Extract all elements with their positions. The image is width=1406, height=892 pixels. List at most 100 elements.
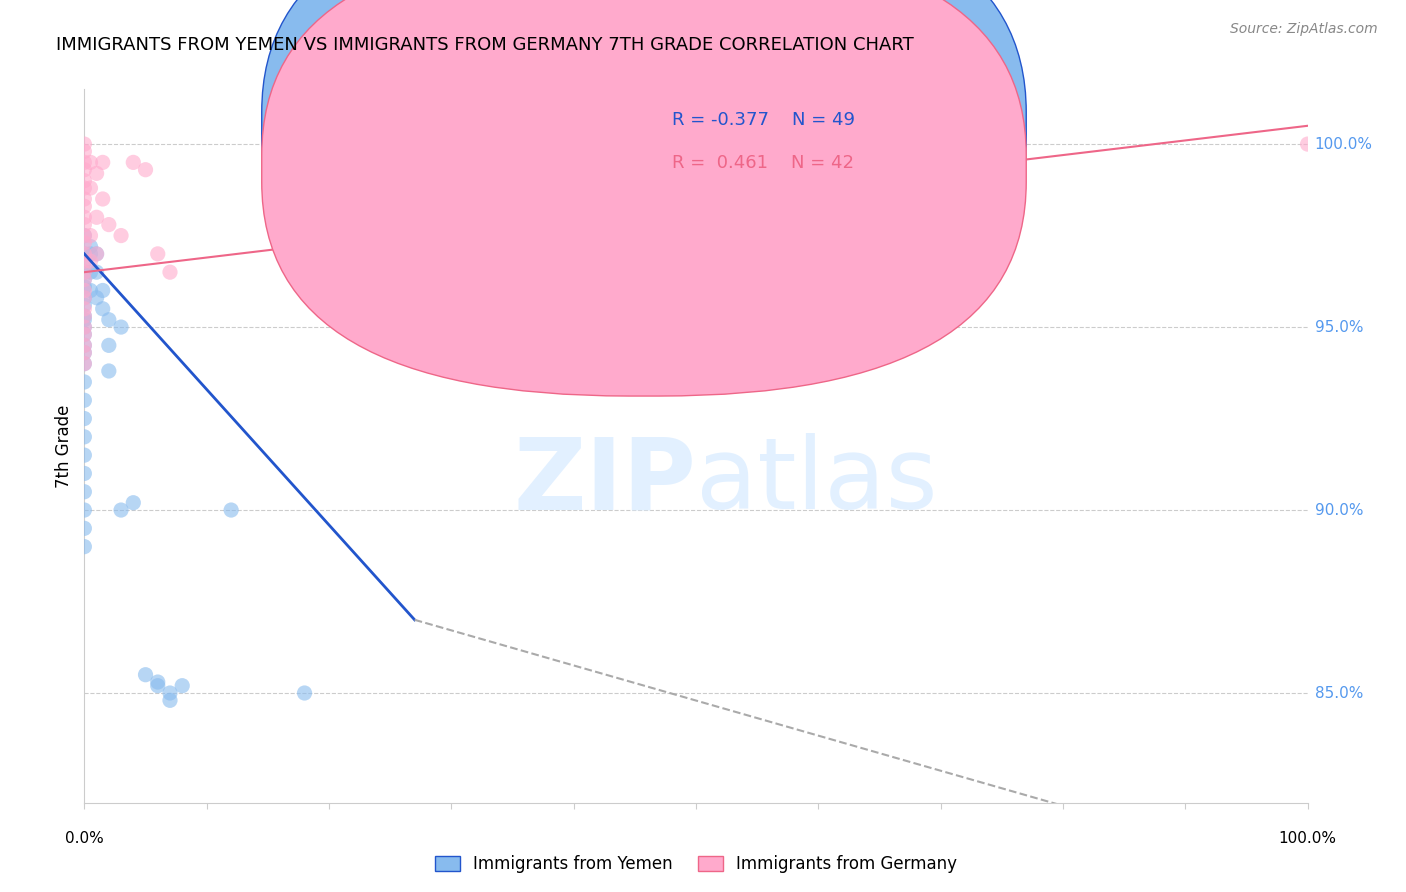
Point [294,686,316,700]
Point [73,265,96,279]
Point [86,247,108,261]
Point [146,679,169,693]
Point [91,155,114,169]
Point [79,265,101,279]
Point [110,320,132,334]
Text: R =  0.461    N = 42: R = 0.461 N = 42 [672,153,853,171]
Point [73,467,96,481]
Point [110,503,132,517]
Point [91,192,114,206]
Point [91,284,114,298]
Point [73,272,96,286]
Point [172,679,194,693]
Text: IMMIGRANTS FROM YEMEN VS IMMIGRANTS FROM GERMANY 7TH GRADE CORRELATION CHART: IMMIGRANTS FROM YEMEN VS IMMIGRANTS FROM… [56,36,914,54]
Point [73,145,96,159]
Point [73,540,96,554]
Point [110,228,132,243]
Point [79,155,101,169]
Point [73,521,96,535]
FancyBboxPatch shape [262,0,1026,353]
Text: 100.0%: 100.0% [1278,831,1337,847]
Point [97,218,120,232]
Text: 85.0%: 85.0% [1315,686,1362,700]
Text: 100.0%: 100.0% [1315,136,1372,152]
Point [79,228,101,243]
Point [73,247,96,261]
Point [91,301,114,316]
Point [73,137,96,152]
Text: ZIP: ZIP [513,434,696,530]
Point [73,162,96,177]
Point [73,254,96,268]
Point [73,338,96,352]
Point [79,284,101,298]
Point [73,280,96,294]
Point [73,247,96,261]
Point [73,181,96,195]
Point [73,448,96,462]
Point [73,411,96,425]
Point [73,291,96,305]
Point [73,301,96,316]
Text: R = -0.377    N = 49: R = -0.377 N = 49 [672,111,855,128]
Point [73,211,96,225]
Point [159,693,181,707]
Point [73,503,96,517]
Point [73,375,96,389]
Point [97,338,120,352]
Point [146,247,169,261]
Point [122,155,145,169]
Point [73,393,96,408]
Point [73,430,96,444]
Point [86,265,108,279]
Point [807,137,830,152]
Point [79,239,101,253]
Point [73,254,96,268]
Text: 90.0%: 90.0% [1315,502,1362,517]
Point [685,155,707,169]
Point [73,265,96,279]
Point [86,166,108,180]
Point [73,357,96,371]
Point [73,298,96,312]
Y-axis label: 7th Grade: 7th Grade [55,404,73,488]
Point [97,312,120,326]
Point [73,309,96,323]
Point [135,162,157,177]
Text: 95.0%: 95.0% [1315,319,1362,334]
Text: atlas: atlas [696,434,938,530]
Point [1296,137,1319,152]
Point [73,235,96,250]
Point [73,309,96,323]
Point [73,327,96,342]
FancyBboxPatch shape [610,96,928,207]
Point [97,364,120,378]
Point [159,686,181,700]
Point [86,247,108,261]
Point [73,320,96,334]
Point [73,345,96,359]
Text: 0.0%: 0.0% [65,831,104,847]
Point [73,327,96,342]
Point [79,247,101,261]
Legend: Immigrants from Yemen, Immigrants from Germany: Immigrants from Yemen, Immigrants from G… [429,849,963,880]
Point [79,181,101,195]
Point [135,667,157,681]
Point [73,228,96,243]
Point [146,675,169,690]
Point [73,357,96,371]
Point [73,484,96,499]
Point [79,254,101,268]
FancyBboxPatch shape [262,0,1026,396]
Point [73,338,96,352]
Point [73,155,96,169]
Point [86,291,108,305]
Point [73,218,96,232]
Point [73,228,96,243]
Point [73,312,96,326]
Point [73,272,96,286]
Text: Source: ZipAtlas.com: Source: ZipAtlas.com [1230,22,1378,37]
Point [73,291,96,305]
Point [73,192,96,206]
Point [86,211,108,225]
